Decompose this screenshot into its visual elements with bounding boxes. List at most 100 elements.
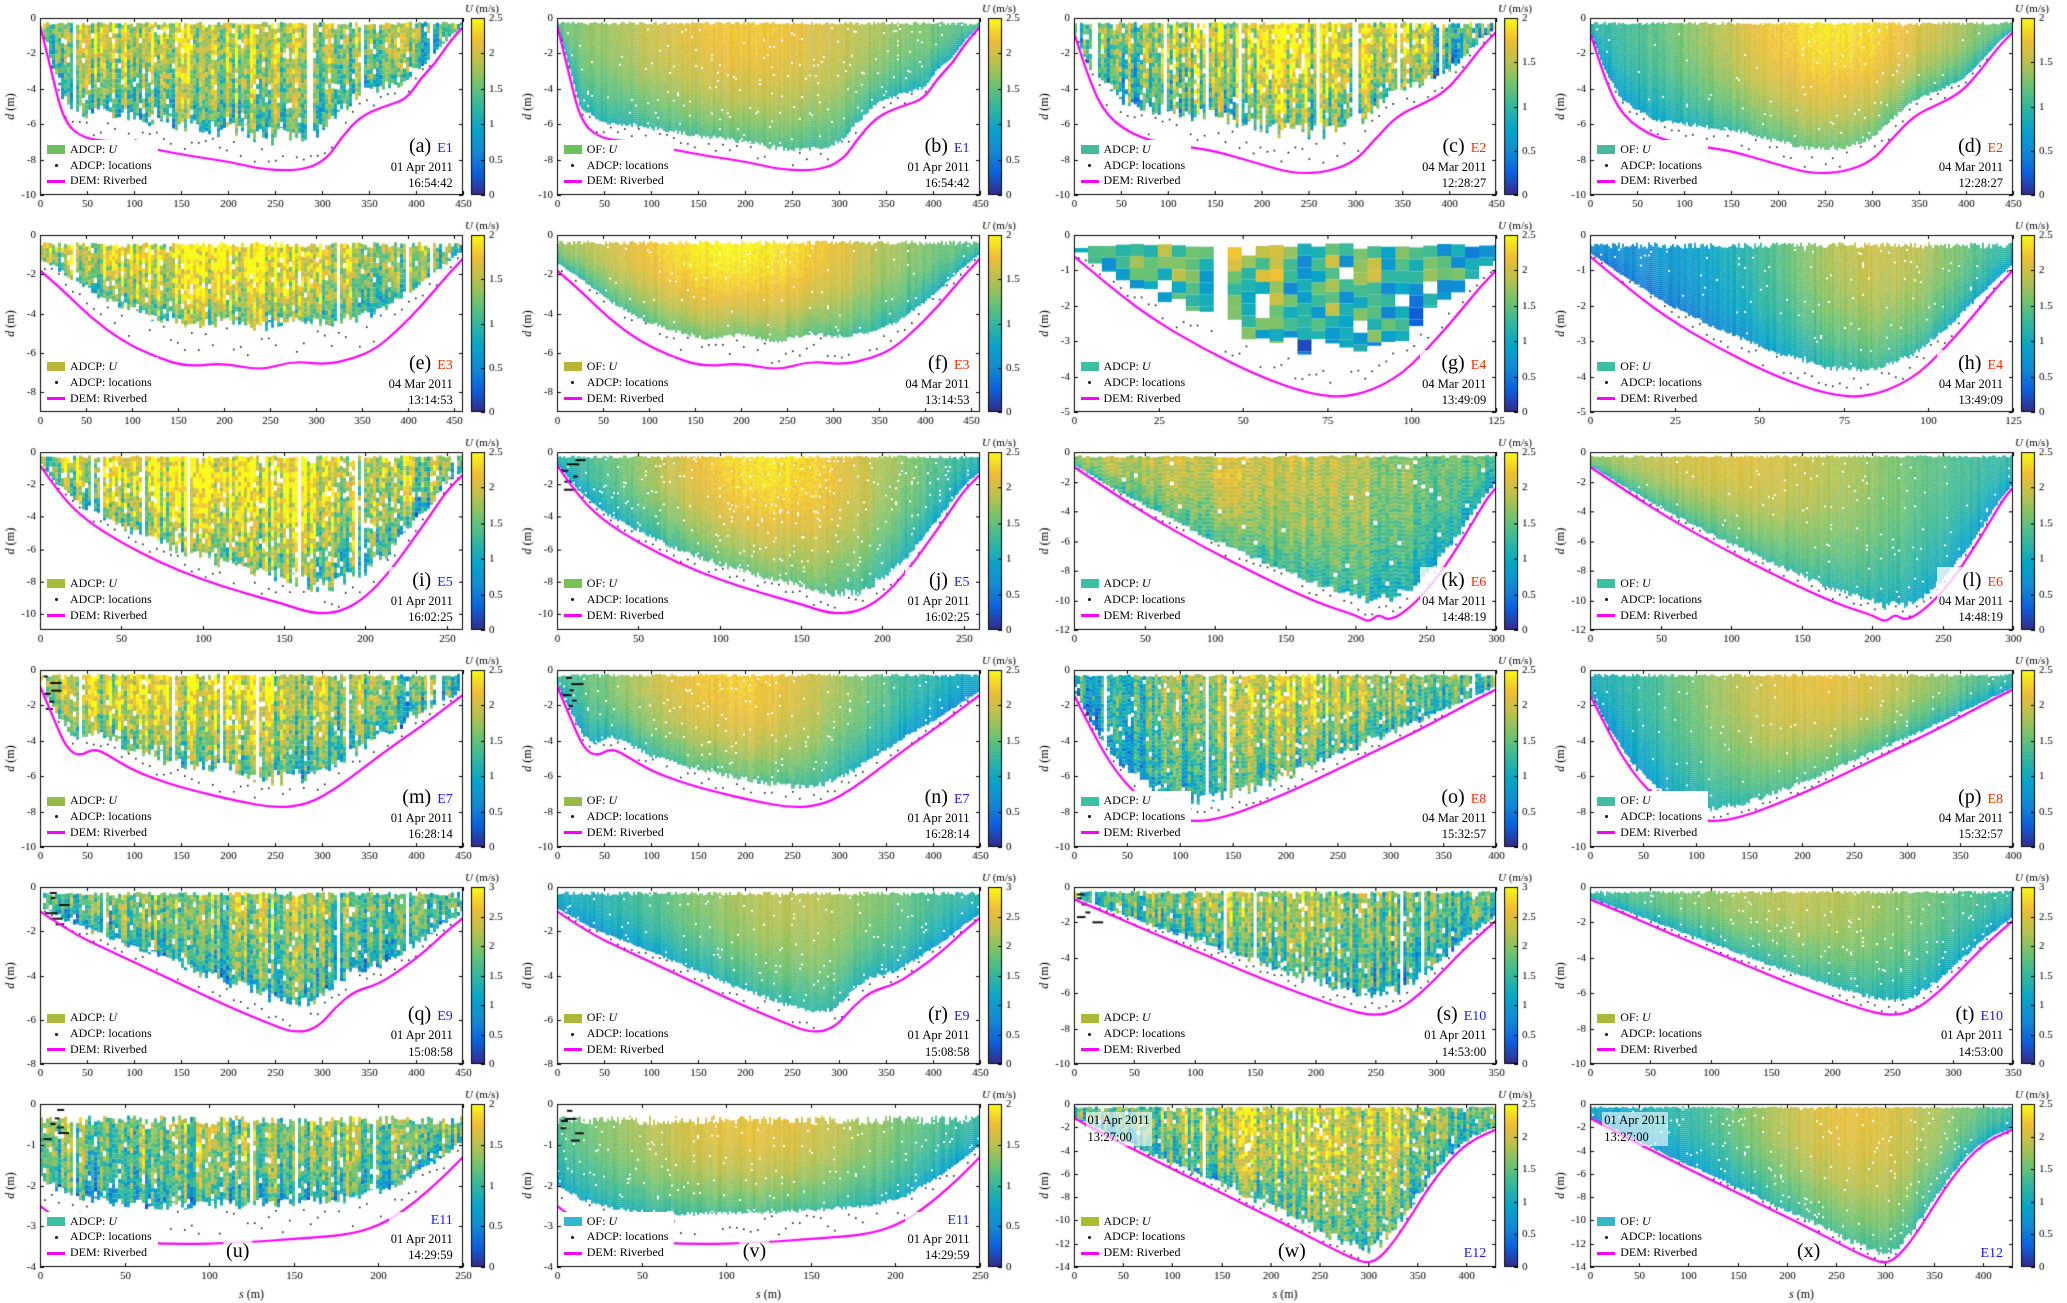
riverbed-line-marker [1080, 1251, 1099, 1255]
legend-riverbed-label: DEM: Riverbed [1620, 1245, 1698, 1260]
panel-label-line: (q) E9 [391, 1001, 453, 1027]
legend-field-prefix: OF: [586, 576, 609, 591]
date-label: 04 Mar 2011 [388, 376, 453, 391]
panel-label-line: (m) E7 [391, 784, 452, 810]
adcp-locations-dot-marker [564, 381, 582, 385]
date-label: 01 Apr 2011 [390, 159, 453, 174]
panel-annotation: (m) E7 01 Apr 2011 16:28:14 [388, 784, 455, 843]
riverbed-line-marker [563, 1251, 582, 1255]
legend-locations-entry: ADCP: locations [47, 809, 152, 825]
panel-annotation: (s) E10 01 Apr 2011 14:53:00 [1422, 1001, 1489, 1060]
legend-field-prefix: ADCP: [70, 576, 109, 591]
legend-riverbed-label: DEM: Riverbed [586, 1245, 664, 1260]
panel-s: ADCP: U ADCP: locations DEM: Riverbed (s) E1… [1033, 868, 1551, 1086]
legend: OF: U ADCP: locations DEM: Riverbed [561, 139, 675, 192]
time-label: 14:29:59 [925, 1247, 970, 1262]
experiment-label: E11 [947, 1213, 970, 1229]
legend-riverbed-entry: DEM: Riverbed [47, 173, 152, 189]
panel-e: ADCP: U ADCP: locations DEM: Riverbed (e) E3… [0, 217, 517, 435]
legend-field-prefix: OF: [1620, 1213, 1642, 1228]
legend-field-entry: OF: U [563, 1010, 669, 1026]
panel-label-line: (k) E6 [1422, 567, 1486, 593]
panel-b: OF: U ADCP: locations DEM: Riverbed (b) E1 01… [516, 0, 1034, 218]
panel-annotation: (c) E2 04 Mar 2011 12:28:27 [1420, 132, 1489, 192]
legend-field-symbol: U [608, 358, 618, 373]
panel-annotation: E11 01 Apr 2011 14:29:59 [905, 1212, 972, 1263]
field-swatch [1597, 145, 1616, 155]
experiment-label: E11 [430, 1213, 453, 1229]
field-swatch [47, 1013, 65, 1023]
legend-field-symbol: U [1641, 576, 1651, 591]
dot-glyph [1088, 598, 1091, 602]
date-label: 04 Mar 2011 [1422, 159, 1487, 174]
legend: OF: U ADCP: locations DEM: Riverbed [1595, 791, 1708, 843]
legend-field-prefix: OF: [586, 141, 609, 156]
legend-field-entry: OF: U [563, 1214, 669, 1230]
date-label: 04 Mar 2011 [1422, 376, 1487, 391]
legend-riverbed-label: DEM: Riverbed [70, 390, 147, 405]
velocity-section-canvas-u [0, 1085, 517, 1303]
riverbed-line-marker [1080, 831, 1099, 835]
panel-d: OF: U ADCP: locations DEM: Riverbed (d) E2 04… [1550, 0, 2067, 218]
riverbed-line-marker [47, 396, 65, 400]
adcp-locations-dot-marker [1081, 163, 1099, 167]
panel-annotation: (q) E9 01 Apr 2011 15:08:58 [388, 1001, 455, 1060]
legend-riverbed-label: DEM: Riverbed [586, 173, 664, 188]
time-label: 13:14:53 [925, 393, 970, 408]
panel-letter: (p) [1958, 786, 1982, 809]
legend-riverbed-entry: DEM: Riverbed [47, 825, 152, 841]
adcp-locations-dot-marker [1081, 815, 1099, 819]
panel-annotation: (a) E1 01 Apr 2011 16:54:42 [388, 132, 455, 192]
panel-annotation: E12 [1978, 1244, 2005, 1263]
legend-field-prefix: ADCP: [1103, 576, 1142, 591]
legend-riverbed-label: DEM: Riverbed [70, 824, 147, 839]
panel-annotation: (j) E5 01 Apr 2011 16:02:25 [905, 567, 972, 626]
legend-locations-label: ADCP: locations [1620, 591, 1702, 606]
legend-field-symbol: U [608, 793, 618, 808]
legend-field-prefix: OF: [1620, 576, 1642, 591]
adcp-locations-dot-marker [1081, 1235, 1099, 1239]
legend: ADCP: U ADCP: locations DEM: Riverbed [45, 1211, 158, 1263]
riverbed-line-marker [1597, 1251, 1616, 1255]
legend-field-entry: ADCP: U [47, 793, 152, 809]
legend-locations-entry: ADCP: locations [1081, 1229, 1185, 1245]
panel-annotation: (h) E4 04 Mar 2011 13:49:09 [1936, 349, 2005, 409]
date-label: 04 Mar 2011 [1938, 811, 2003, 826]
adcp-locations-dot-marker [47, 163, 65, 167]
date-label: 01 Apr 2011 [1940, 1028, 2003, 1043]
panel-annotation: (n) E7 01 Apr 2011 16:28:14 [905, 784, 972, 843]
dot-glyph [54, 598, 58, 602]
date-label: 01 Apr 2011 [390, 594, 453, 608]
legend-riverbed-label: DEM: Riverbed [1620, 173, 1698, 188]
panel-label-line: (e) E3 [389, 350, 453, 376]
field-swatch [563, 796, 582, 806]
legend-locations-label: ADCP: locations [1620, 157, 1702, 172]
field-swatch [47, 362, 65, 372]
field-swatch [47, 145, 65, 155]
velocity-section-canvas-v [516, 1085, 1034, 1303]
legend-field-prefix: OF: [586, 358, 609, 373]
date-label: 04 Mar 2011 [1422, 594, 1487, 608]
legend-riverbed-label: DEM: Riverbed [70, 1245, 147, 1260]
legend-field-symbol: U [1641, 358, 1651, 373]
dot-glyph [571, 163, 575, 167]
legend-locations-entry: ADCP: locations [1597, 1026, 1702, 1042]
legend-locations-entry: ADCP: locations [1081, 158, 1185, 174]
date-label: 01 Apr 2011 [390, 811, 453, 826]
date-time-annotation: 01 Apr 2011 13:27:00 [1602, 1111, 1669, 1146]
legend-riverbed-entry: DEM: Riverbed [563, 825, 669, 841]
legend-field-prefix: OF: [1620, 1010, 1642, 1025]
legend-locations-label: ADCP: locations [1103, 809, 1186, 823]
panel-label-line: (l) E6 [1939, 567, 2003, 593]
panel-j: OF: U ADCP: locations DEM: Riverbed (j) E5 01… [516, 434, 1034, 652]
time-label: 14:53:00 [1958, 1044, 2003, 1059]
panel-label-line: (p) E8 [1939, 784, 2003, 810]
legend: ADCP: U ADCP: locations DEM: Riverbed [1078, 1211, 1192, 1263]
legend-locations-entry: ADCP: locations [1081, 592, 1185, 608]
panel-m: ADCP: U ADCP: locations DEM: Riverbed (m) E7… [0, 651, 517, 869]
time-label: 15:08:58 [925, 1044, 970, 1059]
panel-label-line: (c) E2 [1422, 133, 1486, 159]
legend-riverbed-label: DEM: Riverbed [1620, 824, 1698, 839]
date-label: 01 Apr 2011 [390, 1231, 453, 1246]
